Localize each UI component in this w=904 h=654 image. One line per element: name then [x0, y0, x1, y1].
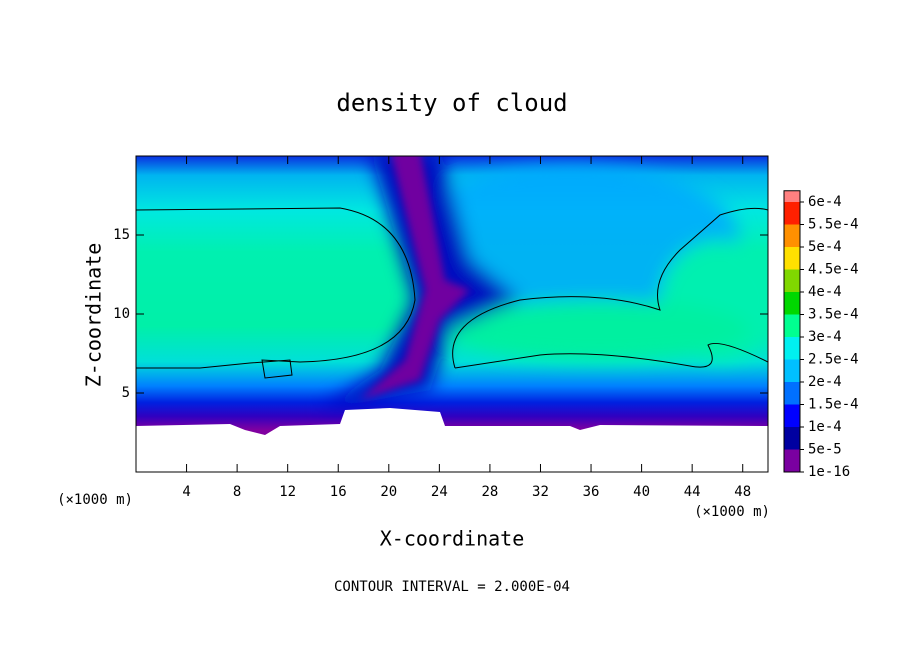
colorbar-band [784, 202, 800, 225]
colorbar-label: 4.5e-4 [808, 262, 859, 278]
x-axis-label: X-coordinate [380, 527, 525, 551]
colorbar-label: 5.5e-4 [808, 217, 859, 233]
colorbar-frame [783, 190, 801, 473]
y-tick-label: 5 [122, 385, 130, 401]
colorbar-band [784, 359, 800, 382]
colorbar-label: 5e-5 [808, 442, 842, 458]
x-tick-label: 36 [583, 484, 600, 500]
y-tick-label: 10 [113, 306, 130, 322]
y-unit: (×1000 m) [57, 492, 133, 508]
x-tick-label: 16 [330, 484, 347, 500]
colorbar-band [784, 224, 800, 247]
colorbar-label: 2e-4 [808, 374, 842, 390]
x-tick-label: 40 [633, 484, 650, 500]
x-tick-label: 24 [431, 484, 448, 500]
colorbar-label: 3e-4 [808, 329, 842, 345]
colorbar-band [784, 190, 800, 202]
colorbar-label: 1e-4 [808, 419, 842, 435]
x-tick-label: 4 [182, 484, 190, 500]
colorbar-label: 2.5e-4 [808, 352, 859, 368]
x-tick-label: 48 [734, 484, 751, 500]
x-tick-label: 28 [481, 484, 498, 500]
colorbar-band [784, 404, 800, 427]
colorbar-label: 1.5e-4 [808, 397, 859, 413]
x-unit: (×1000 m) [694, 504, 770, 520]
colorbar-band [784, 382, 800, 405]
colorbar-band [784, 314, 800, 337]
chart-title: density of cloud [336, 89, 567, 117]
colorbar-band [784, 449, 800, 472]
colorbar-label: 1e-16 [808, 464, 850, 480]
colorbar-label: 5e-4 [808, 239, 842, 255]
x-tick-label: 44 [684, 484, 701, 500]
y-axis-label: Z-coordinate [82, 243, 106, 388]
colorbar-band [784, 427, 800, 450]
x-tick-label: 12 [279, 484, 296, 500]
colorbar-band [784, 247, 800, 270]
y-tick-label: 15 [113, 227, 130, 243]
colorbar-band [784, 337, 800, 360]
x-tick-label: 8 [233, 484, 241, 500]
colorbar-band [784, 292, 800, 315]
colorbar-label: 6e-4 [808, 194, 842, 210]
footnote: CONTOUR INTERVAL = 2.000E-04 [334, 579, 570, 595]
contour-field [136, 156, 768, 472]
colorbar-label: 4e-4 [808, 284, 842, 300]
x-tick-label: 32 [532, 484, 549, 500]
x-tick-label: 20 [380, 484, 397, 500]
colorbar-label: 3.5e-4 [808, 307, 859, 323]
colorbar-band [784, 269, 800, 292]
